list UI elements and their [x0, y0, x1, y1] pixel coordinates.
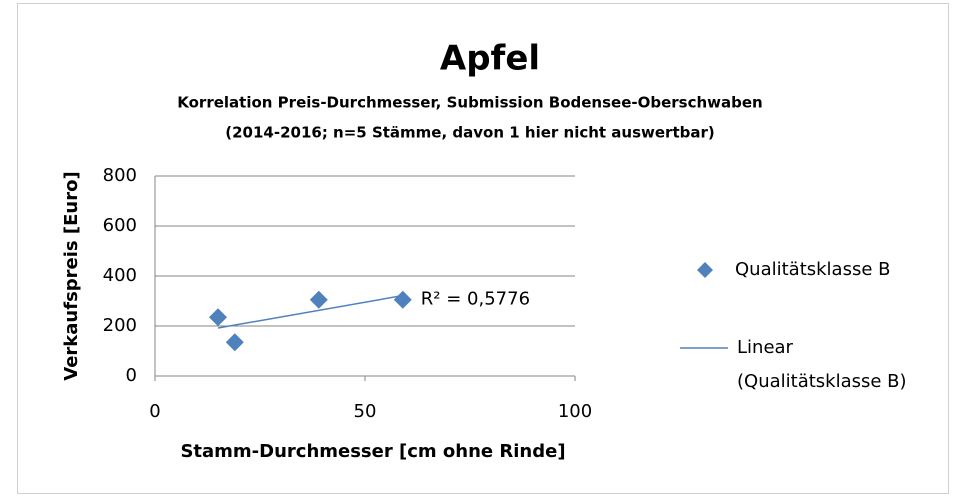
- legend-label: (Qualitätsklasse B): [737, 371, 907, 392]
- chart-frame: [17, 3, 949, 494]
- x-tick-label: 50: [354, 401, 377, 422]
- x-tick-label: 100: [558, 401, 592, 422]
- point: [393, 290, 412, 309]
- point: [209, 308, 227, 327]
- subtitle: Korrelation Preis-Durchmesser, Submissio…: [177, 94, 762, 112]
- trendline: [217, 294, 403, 329]
- chart-title: Apfel: [440, 39, 540, 79]
- r2-label: R² = 0,5776: [421, 289, 530, 310]
- legend-label: Linear: [737, 337, 794, 358]
- legend-label: Qualitätsklasse B: [735, 259, 891, 280]
- y-tick-label: 200: [103, 315, 137, 336]
- subtitle: (2014-2016; n=5 Stämme, davon 1 hier nic…: [225, 124, 715, 142]
- point: [309, 290, 328, 309]
- y-tick-label: 800: [103, 165, 137, 186]
- y-tick-label: 400: [103, 265, 137, 286]
- y-tick-label: 600: [103, 215, 137, 236]
- x-axis-title: Stamm-Durchmesser [cm ohne Rinde]: [180, 441, 565, 462]
- point: [225, 333, 244, 352]
- legend-marker: [697, 262, 713, 278]
- y-axis-title: Verkaufspreis [Euro]: [61, 171, 82, 380]
- y-tick-label: 0: [126, 365, 137, 386]
- x-tick-label: 0: [149, 401, 160, 422]
